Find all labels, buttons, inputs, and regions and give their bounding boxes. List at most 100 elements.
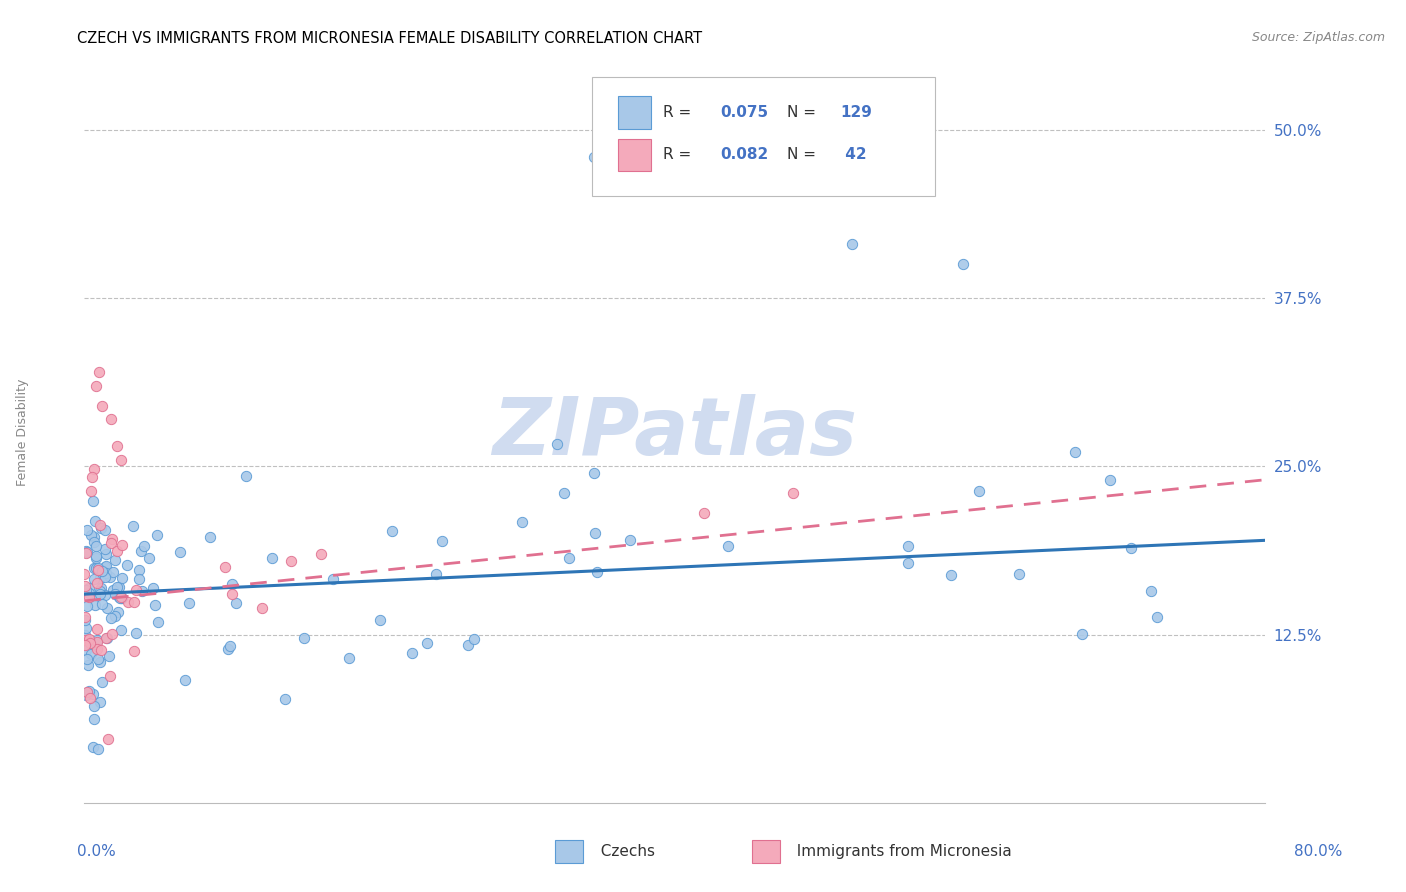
Point — [86, 642, 108, 657]
Point — [225, 596, 247, 610]
Point — [79, 635, 101, 649]
Point — [94, 560, 117, 574]
Point — [463, 632, 485, 647]
Point — [84, 549, 107, 563]
Point — [83, 514, 105, 528]
Point — [82, 494, 104, 508]
Point — [105, 543, 128, 558]
Point — [129, 544, 152, 558]
Point — [1008, 567, 1031, 582]
Point — [76, 652, 98, 666]
Point — [368, 613, 391, 627]
Point — [100, 611, 122, 625]
Point — [142, 582, 165, 596]
Point — [90, 565, 112, 579]
Point — [83, 530, 105, 544]
Point — [1099, 473, 1122, 487]
Point — [86, 652, 108, 666]
Point — [619, 533, 641, 548]
Text: CZECH VS IMMIGRANTS FROM MICRONESIA FEMALE DISABILITY CORRELATION CHART: CZECH VS IMMIGRANTS FROM MICRONESIA FEMA… — [77, 31, 703, 46]
Point — [585, 566, 607, 580]
Point — [90, 581, 112, 595]
Point — [939, 567, 962, 582]
Point — [558, 550, 581, 565]
Point — [897, 539, 920, 553]
Point — [430, 533, 453, 548]
Point — [86, 632, 108, 647]
Text: N =: N = — [787, 105, 821, 120]
Point — [693, 507, 716, 521]
FancyBboxPatch shape — [592, 78, 935, 195]
Point — [79, 691, 101, 706]
Point — [87, 563, 110, 577]
Text: R =: R = — [664, 147, 696, 162]
Point — [425, 567, 447, 582]
Point — [89, 656, 111, 670]
Point — [80, 469, 103, 483]
Point — [1064, 444, 1087, 458]
Point — [73, 638, 96, 652]
Point — [94, 523, 117, 537]
Point — [76, 685, 98, 699]
Point — [76, 599, 98, 614]
Point — [97, 649, 120, 664]
Point — [73, 567, 96, 582]
Point — [75, 621, 97, 635]
Point — [75, 688, 97, 702]
Point — [83, 534, 105, 549]
Point — [179, 596, 201, 610]
Point — [83, 698, 105, 713]
Point — [124, 626, 146, 640]
Point — [75, 582, 97, 597]
Point — [221, 576, 243, 591]
Point — [90, 597, 112, 611]
Point — [90, 643, 112, 657]
Point — [122, 519, 145, 533]
Point — [76, 633, 98, 648]
Point — [90, 521, 112, 535]
Point — [274, 692, 297, 706]
Point — [322, 572, 344, 586]
Point — [583, 526, 606, 541]
Point — [457, 638, 479, 652]
Point — [138, 551, 160, 566]
Point — [75, 628, 97, 642]
Point — [110, 590, 132, 604]
Point — [96, 600, 118, 615]
Point — [117, 595, 139, 609]
Point — [89, 584, 111, 599]
Point — [260, 550, 283, 565]
Point — [100, 533, 122, 547]
Point — [89, 587, 111, 601]
Point — [235, 469, 257, 483]
Point — [79, 590, 101, 604]
Point — [94, 558, 117, 573]
Point — [101, 582, 124, 597]
Point — [841, 237, 863, 252]
Text: 0.075: 0.075 — [720, 105, 768, 120]
Point — [128, 563, 150, 577]
Point — [110, 591, 132, 605]
Point — [104, 587, 127, 601]
Point — [108, 580, 131, 594]
Point — [82, 740, 104, 755]
Point — [280, 553, 302, 567]
Point — [214, 560, 236, 574]
Point — [76, 545, 98, 559]
Point — [96, 631, 118, 645]
Point — [94, 541, 117, 556]
Point — [200, 530, 222, 544]
Point — [80, 528, 103, 542]
Point — [77, 684, 100, 698]
Text: 0.082: 0.082 — [720, 147, 768, 162]
Point — [717, 539, 740, 553]
Text: 0.0%: 0.0% — [77, 845, 117, 859]
Point — [77, 632, 100, 646]
Point — [128, 572, 150, 586]
Point — [86, 634, 108, 648]
Point — [98, 570, 121, 584]
Point — [782, 486, 804, 500]
Point — [967, 484, 990, 499]
Point — [75, 613, 97, 627]
Point — [134, 539, 156, 553]
